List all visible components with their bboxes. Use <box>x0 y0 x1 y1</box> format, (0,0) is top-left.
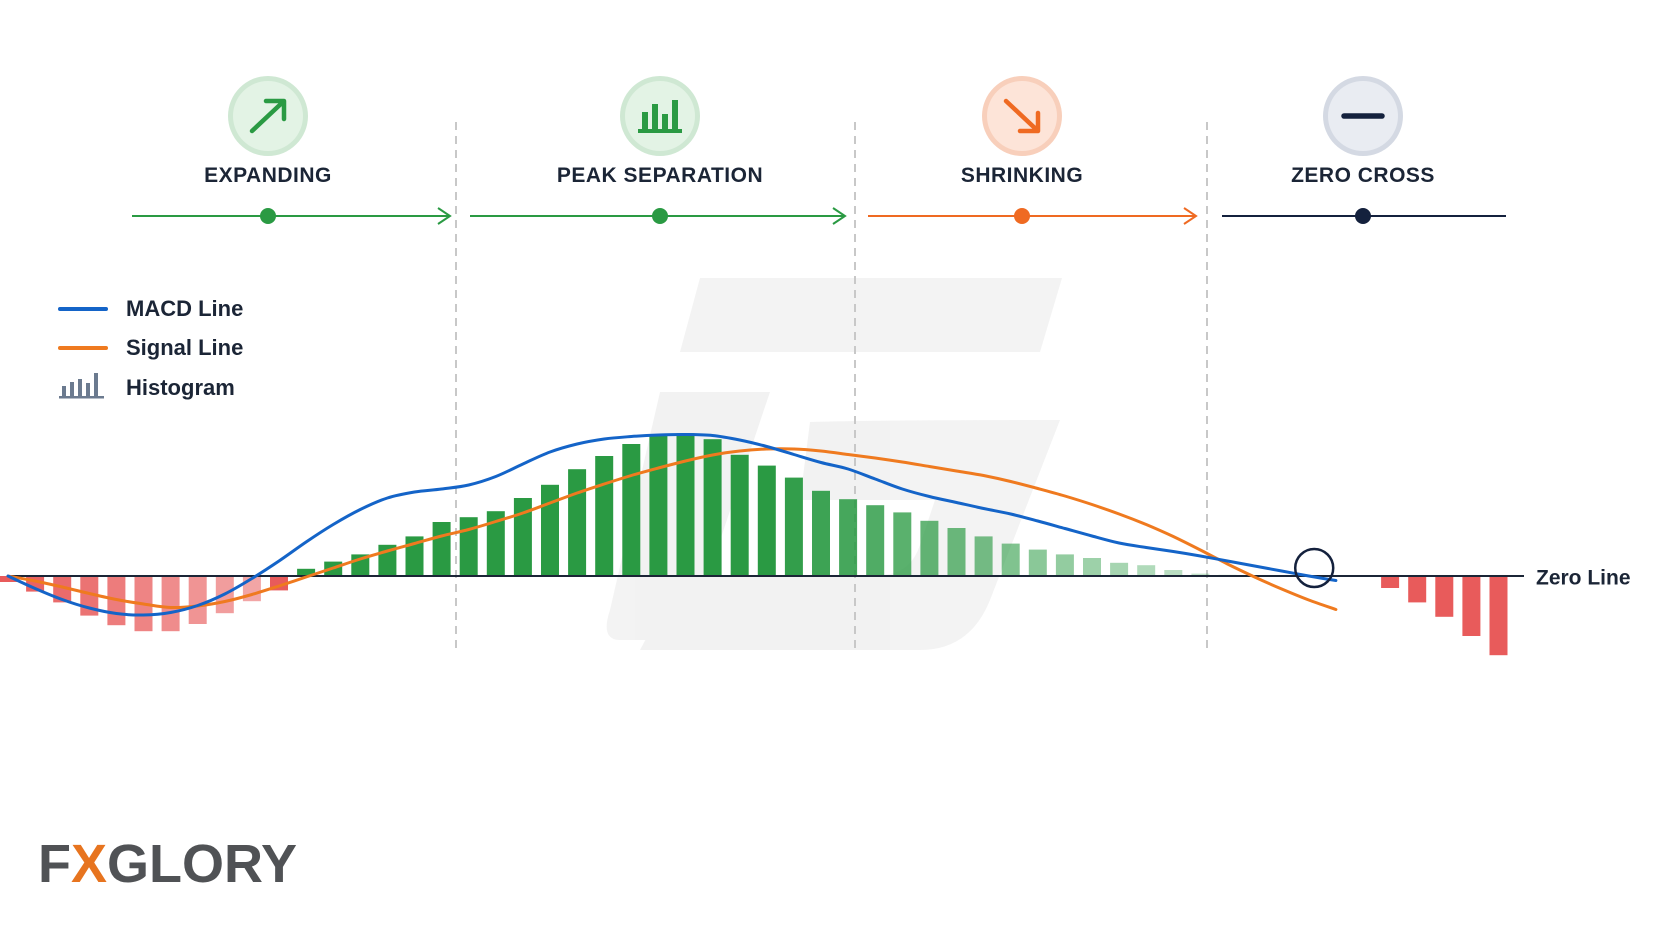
histogram-bar <box>1462 576 1481 636</box>
histogram-bar <box>1110 562 1129 576</box>
brand-letter-x: X <box>71 834 107 894</box>
phase-arrowhead <box>437 207 452 225</box>
legend-histogram-label: Histogram <box>126 375 235 400</box>
histogram-bar <box>649 434 668 576</box>
zero-line-label: Zero Line <box>1536 567 1631 590</box>
histogram-bar <box>920 520 939 576</box>
bar-chart-icon <box>638 100 682 133</box>
phase-dot <box>1014 208 1030 224</box>
histogram-bar <box>188 576 207 624</box>
histogram-bar <box>1083 558 1101 576</box>
phase-dot <box>260 208 276 224</box>
histogram-bar <box>974 536 993 576</box>
legend-macd-label: MACD Line <box>126 296 243 321</box>
histogram-bar <box>1191 573 1210 576</box>
histogram-bar <box>730 454 749 576</box>
histogram-bar <box>812 490 830 576</box>
legend-signal-label: Signal Line <box>126 335 243 360</box>
histogram-bar <box>947 528 966 576</box>
histogram-bar <box>784 477 803 576</box>
phase-dot <box>652 208 668 224</box>
histogram-bar <box>297 568 316 576</box>
phase-title: SHRINKING <box>961 164 1083 187</box>
phase-expanding: EXPANDING <box>132 76 452 225</box>
zero-cross-marker <box>1293 547 1335 589</box>
histogram-bar <box>0 576 17 582</box>
phase-badge-inner <box>625 81 695 151</box>
phase-zero-cross: ZERO CROSS <box>1222 76 1506 224</box>
histogram-bar <box>486 511 505 576</box>
histogram-bar <box>676 433 695 576</box>
histogram-bar <box>161 576 180 632</box>
histogram-bar <box>1164 570 1183 576</box>
histogram-bar <box>1435 576 1454 617</box>
histogram-bar <box>1381 576 1400 588</box>
histogram-bar <box>541 484 559 576</box>
brand-letter-f: F <box>38 834 71 894</box>
histogram-bar <box>866 505 885 576</box>
histogram-bar <box>703 439 722 576</box>
brand-logo: FXGLORY <box>38 834 297 894</box>
legend: MACD Line Signal Line Histogram <box>58 296 243 400</box>
phase-arrowhead <box>1183 207 1198 225</box>
histogram-bar <box>53 576 72 603</box>
histogram-legend-icon <box>59 373 104 399</box>
phase-peak-separation: PEAK SEPARATION <box>470 76 847 225</box>
histogram-bar <box>1001 543 1020 576</box>
histogram-bar <box>1137 565 1156 576</box>
phase-shrinking: SHRINKING <box>868 76 1198 225</box>
histogram-bar <box>405 536 424 576</box>
histogram-bar <box>757 465 776 576</box>
phase-title: EXPANDING <box>204 164 332 187</box>
svg-text:FXGLORY: FXGLORY <box>38 834 297 894</box>
phase-title: ZERO CROSS <box>1291 164 1435 187</box>
brand-word-glory: GLORY <box>107 834 297 894</box>
macd-line <box>6 432 1338 617</box>
histogram-bar <box>568 469 587 576</box>
histogram-bar <box>1028 549 1047 576</box>
arrow-up-right-icon <box>249 98 287 134</box>
phase-header: EXPANDING PEAK SEPARATION SHRINKING ZERO CR… <box>132 76 1506 225</box>
histogram-bar <box>513 498 532 576</box>
histogram-bar <box>595 456 614 576</box>
histogram-bar <box>1408 576 1427 603</box>
phase-title: PEAK SEPARATION <box>557 164 763 187</box>
signal-line <box>6 447 1338 611</box>
histogram-bar <box>459 517 478 576</box>
phase-arrowhead <box>832 207 847 225</box>
arrow-down-right-icon <box>1003 98 1041 134</box>
histogram-bar <box>432 522 451 576</box>
histogram-bar <box>893 512 912 576</box>
histogram-bar <box>1055 554 1074 576</box>
histogram-bar <box>839 499 858 576</box>
histogram-bar <box>622 444 641 576</box>
phase-dot <box>1355 208 1371 224</box>
histogram-bar <box>1489 576 1508 656</box>
